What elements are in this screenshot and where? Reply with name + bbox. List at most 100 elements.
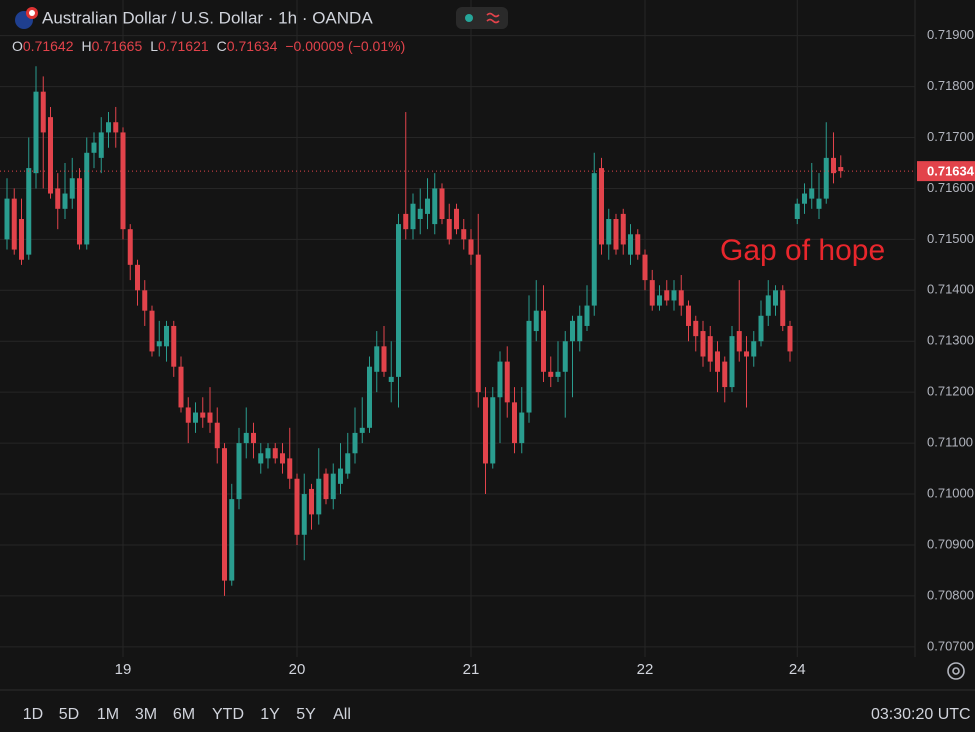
candle-body: [664, 290, 670, 301]
candle-body: [62, 193, 68, 209]
range-button[interactable]: YTD: [212, 706, 244, 723]
candle-body: [686, 305, 691, 326]
candle-body: [838, 167, 844, 172]
legend-value: 0.71642: [23, 38, 74, 54]
candle-body: [533, 310, 539, 332]
candle-body: [272, 448, 278, 459]
settings-icon[interactable]: [947, 662, 965, 680]
range-button[interactable]: All: [333, 706, 351, 723]
y-tick-label: 0.71900: [927, 27, 974, 42]
candle-body: [171, 325, 177, 367]
x-tick-label: 20: [289, 661, 306, 678]
candle-body: [599, 168, 604, 245]
candle-body: [758, 315, 764, 342]
candle-body: [388, 376, 394, 382]
candle-body: [214, 422, 220, 449]
candle-body: [823, 157, 829, 199]
candle-body: [722, 361, 728, 388]
candle-body: [258, 453, 264, 464]
toolbar: 1D 5D 1M 3M 6M YTD 1Y 5Y All 03:30:20 UTC: [23, 706, 971, 723]
range-button[interactable]: 1M: [97, 706, 119, 723]
candle-body: [69, 178, 75, 199]
legend-key: L: [150, 38, 158, 54]
range-button[interactable]: 5D: [59, 706, 79, 723]
last-price-label: 0.71634: [927, 164, 975, 179]
candle-body: [468, 239, 474, 255]
symbol-title: Australian Dollar / U.S. Dollar · 1h · O…: [42, 8, 373, 27]
candle-body: [142, 290, 148, 311]
candle-body: [55, 188, 61, 209]
range-button[interactable]: 3M: [135, 706, 157, 723]
legend-key: C: [217, 38, 227, 54]
candle-body: [461, 229, 467, 240]
candle-body: [127, 229, 133, 265]
range-button[interactable]: 1D: [23, 706, 43, 723]
candle-body: [773, 290, 778, 306]
candle-body: [446, 219, 452, 240]
candle-body: [367, 366, 372, 428]
candle-body: [512, 402, 517, 444]
y-tick-label: 0.70900: [927, 536, 974, 551]
candle-body: [490, 397, 496, 464]
candle-body: [309, 488, 314, 515]
candle-body: [91, 142, 97, 153]
candle-body: [649, 280, 655, 306]
range-button[interactable]: 5Y: [296, 706, 316, 723]
legend-change: −0.00009 (−0.01%): [285, 38, 405, 54]
range-button[interactable]: 6M: [173, 706, 195, 723]
candle-body: [613, 219, 619, 250]
candle-body: [229, 499, 235, 581]
candle-body: [381, 346, 387, 372]
candle-body: [396, 224, 401, 377]
candle-body: [707, 336, 713, 362]
status-icons[interactable]: [456, 7, 508, 29]
candle-body: [40, 91, 46, 133]
legend-value: 0.71634: [227, 38, 278, 54]
y-tick-label: 0.71200: [927, 384, 974, 399]
candle-body: [106, 122, 111, 133]
y-tick-label: 0.71000: [927, 485, 974, 500]
last-price-box: [917, 161, 975, 182]
candle-body: [287, 458, 293, 479]
candle-body: [207, 412, 213, 423]
range-button[interactable]: 1Y: [260, 706, 280, 723]
candle-body: [432, 188, 438, 225]
candle-body: [11, 198, 17, 250]
candle-body: [765, 295, 771, 316]
candle-body: [301, 494, 307, 535]
candle-body: [497, 361, 503, 398]
candle-body: [809, 188, 815, 199]
candle-body: [816, 198, 822, 209]
candle-body: [657, 295, 662, 306]
candle-body: [222, 448, 227, 581]
candle-body: [642, 254, 648, 281]
legend-key: O: [12, 38, 23, 54]
candle-body: [417, 208, 423, 219]
x-tick-label: 21: [463, 661, 480, 678]
candle-body: [352, 432, 358, 454]
y-tick-label: 0.71300: [927, 333, 974, 348]
candle-body: [77, 178, 82, 245]
candle-body: [584, 305, 590, 326]
x-tick-label: 22: [637, 661, 654, 678]
candle-body: [504, 361, 510, 403]
y-tick-label: 0.71500: [927, 231, 974, 246]
candle-body: [671, 290, 677, 301]
candle-body: [700, 331, 706, 357]
candle-body: [323, 473, 329, 500]
y-tick-label: 0.70800: [927, 587, 974, 602]
candle-body: [620, 213, 626, 245]
candle-body: [316, 478, 322, 515]
candle-body: [425, 198, 430, 214]
candle-body: [744, 351, 749, 357]
candle-body: [678, 290, 684, 306]
candle-body: [164, 325, 169, 347]
candle-body: [715, 351, 720, 372]
candle-body: [562, 341, 568, 372]
candle-body: [410, 203, 416, 230]
candle-body: [635, 234, 641, 255]
clock: 03:30:20 UTC: [871, 706, 971, 723]
candle-body: [200, 412, 206, 418]
